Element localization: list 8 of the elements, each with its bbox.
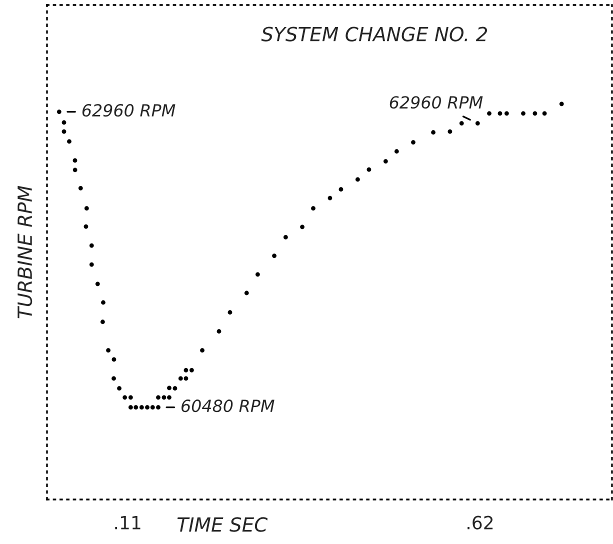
annotation: 62960 RPM <box>390 96 483 109</box>
x-tick-label: .11 <box>115 516 140 530</box>
annotation: 60480 RPM <box>182 400 274 412</box>
x-tick-label: .62 <box>468 516 493 530</box>
chart-title: SYSTEM CHANGE NO. 2 <box>261 26 488 42</box>
y-axis-title: TURBINE RPM <box>18 186 32 318</box>
annotation: 62960 RPM <box>82 104 176 117</box>
x-axis-title: TIME SEC <box>177 517 268 532</box>
